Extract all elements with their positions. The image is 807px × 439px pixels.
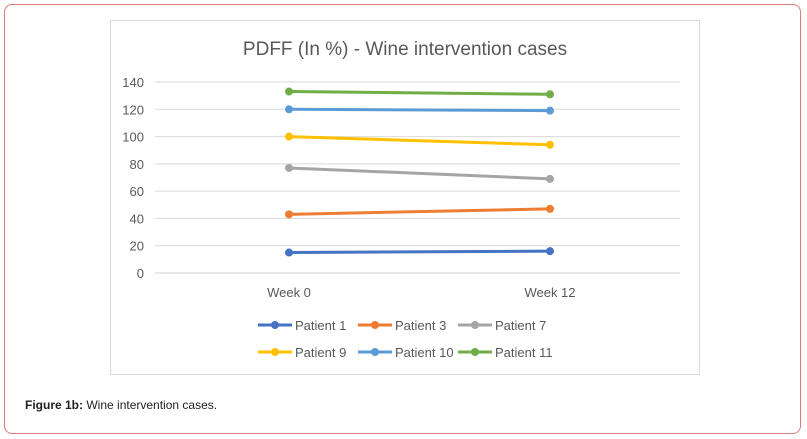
x-axis-ticks: Week 0 Week 12 <box>267 285 575 300</box>
data-point <box>285 163 293 172</box>
legend-item: Patient 7 <box>458 318 546 333</box>
series-patient-9 <box>285 132 554 149</box>
data-point <box>285 132 293 141</box>
caption-label: Figure 1b: <box>25 398 84 412</box>
legend-label: Patient 3 <box>395 318 446 333</box>
data-point <box>285 248 293 257</box>
data-point <box>546 106 554 115</box>
x-tick-label: Week 0 <box>267 285 311 300</box>
figure-caption: Figure 1b: Wine intervention cases. <box>25 398 217 412</box>
data-point <box>546 247 554 256</box>
y-axis-ticks: 0 20 40 60 80 100 120 140 <box>122 75 144 281</box>
legend-item: Patient 9 <box>258 345 346 360</box>
grid-lines <box>155 81 680 274</box>
y-tick-label: 60 <box>130 184 144 199</box>
series-patient-7 <box>285 163 554 183</box>
y-tick-label: 80 <box>130 157 144 172</box>
series-lines <box>285 87 554 257</box>
series-patient-3 <box>285 204 554 219</box>
legend-item: Patient 10 <box>358 345 454 360</box>
data-point <box>546 174 554 183</box>
y-tick-label: 40 <box>130 211 144 226</box>
series-line <box>288 90 551 96</box>
y-tick-label: 140 <box>122 75 144 90</box>
series-line <box>288 249 551 255</box>
data-point <box>285 210 293 219</box>
data-point <box>285 105 293 114</box>
y-tick-label: 0 <box>137 266 144 281</box>
legend-label: Patient 9 <box>295 345 346 360</box>
legend-marker <box>271 348 279 356</box>
series-patient-10 <box>285 105 554 115</box>
chart-frame <box>110 20 700 375</box>
series-patient-11 <box>285 87 554 99</box>
y-tick-label: 120 <box>122 102 144 117</box>
legend-marker <box>371 348 379 356</box>
series-line <box>288 166 551 181</box>
data-point <box>285 87 293 96</box>
data-point <box>546 204 554 213</box>
legend-label: Patient 11 <box>495 345 553 360</box>
y-tick-label: 100 <box>122 130 144 145</box>
y-tick-label: 20 <box>130 239 144 254</box>
series-line <box>288 135 551 147</box>
figure-frame <box>4 4 801 434</box>
series-line <box>288 207 551 216</box>
series-patient-1 <box>285 247 554 257</box>
legend: Patient 1 Patient 3 Patient 7 Patient 9 Pati… <box>258 318 553 360</box>
chart-title: PDFF (In %) - Wine intervention cases <box>243 39 567 60</box>
legend-item: Patient 3 <box>358 318 446 333</box>
data-point <box>546 90 554 99</box>
caption-text: Wine intervention cases. <box>83 398 218 412</box>
x-tick-label: Week 12 <box>524 285 575 300</box>
legend-marker <box>471 348 479 356</box>
legend-label: Patient 10 <box>395 345 454 360</box>
legend-item: Patient 1 <box>258 318 346 333</box>
data-point <box>546 140 554 149</box>
legend-label: Patient 7 <box>495 318 546 333</box>
series-line <box>288 107 551 113</box>
legend-marker <box>371 321 379 329</box>
legend-item: Patient 11 <box>458 345 553 360</box>
legend-label: Patient 1 <box>295 318 346 333</box>
legend-marker <box>471 321 479 329</box>
legend-marker <box>271 321 279 329</box>
